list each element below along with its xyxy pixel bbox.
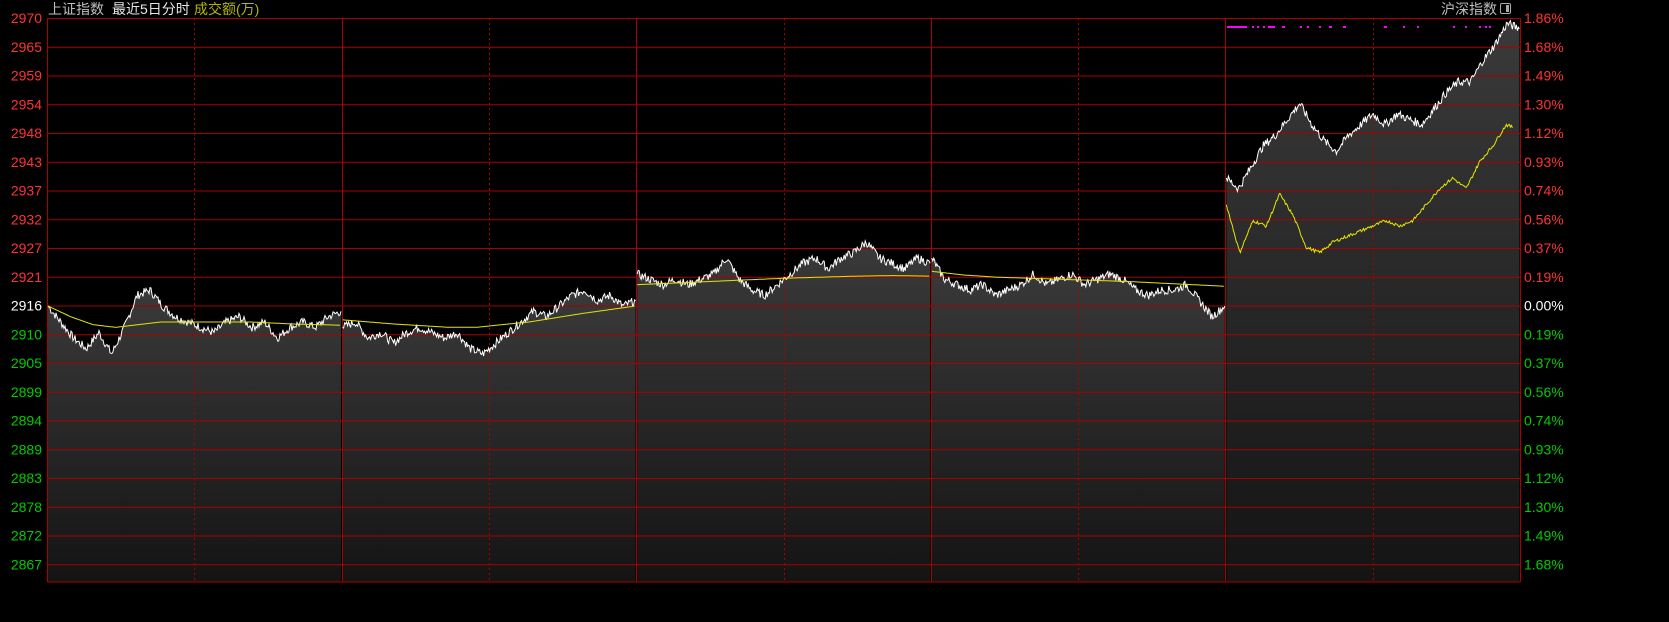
- y-tick-left: 2932: [11, 211, 42, 227]
- price-area-day-5: [1226, 20, 1520, 582]
- y-tick-left: 2965: [11, 39, 42, 55]
- avg-line-day-5: [1225, 123, 1513, 254]
- y-tick-left: 2889: [11, 441, 42, 457]
- y-tick-right: 1.30%: [1524, 96, 1564, 112]
- signal-marker: [1283, 26, 1285, 28]
- y-tick-right: 1.49%: [1524, 528, 1564, 544]
- signal-marker: [1319, 26, 1321, 28]
- signal-marker: [1330, 26, 1332, 28]
- y-tick-left: 2954: [11, 96, 42, 112]
- market-index-label[interactable]: 沪深指数: [1441, 1, 1497, 17]
- avg-line-day-2: [342, 305, 635, 328]
- signal-marker: [1489, 26, 1491, 28]
- signal-marker: [1252, 26, 1254, 28]
- signal-marker: [1465, 26, 1467, 28]
- signal-marker: [1453, 26, 1455, 28]
- price-area-day-3: [637, 240, 931, 582]
- y-tick-right: 0.56%: [1524, 211, 1564, 227]
- price-area-day-4: [931, 258, 1225, 582]
- y-tick-left: 2910: [11, 326, 42, 342]
- panel-toggle-icon[interactable]: [1500, 3, 1511, 14]
- y-tick-left: 2916: [11, 298, 42, 314]
- y-tick-right: 1.49%: [1524, 68, 1564, 84]
- period-label[interactable]: 最近5日分时: [112, 1, 190, 17]
- signal-marker: [1485, 26, 1487, 28]
- y-tick-left: 2943: [11, 154, 42, 170]
- avg-line-day-3: [637, 275, 930, 286]
- y-tick-left: 2970: [11, 10, 42, 26]
- y-tick-right: 1.12%: [1524, 470, 1564, 486]
- signal-marker: [1273, 26, 1275, 28]
- y-tick-left: 2872: [11, 528, 42, 544]
- price-line-day-5: [1225, 19, 1520, 194]
- y-tick-right: 0.37%: [1524, 240, 1564, 256]
- price-line-day-2: [342, 287, 636, 357]
- signal-marker: [1385, 26, 1387, 28]
- price-area-day-2: [342, 288, 636, 582]
- y-tick-left: 2948: [11, 125, 42, 141]
- y-tick-right: 0.93%: [1524, 154, 1564, 170]
- index-name: 上证指数: [48, 1, 104, 17]
- y-tick-left: 2899: [11, 384, 42, 400]
- y-tick-right: 1.68%: [1524, 556, 1564, 572]
- y-tick-left: 2905: [11, 355, 42, 371]
- y-tick-right: 0.93%: [1524, 441, 1564, 457]
- signal-marker: [1263, 26, 1265, 28]
- y-tick-left: 2937: [11, 183, 42, 199]
- y-tick-left: 2959: [11, 68, 42, 84]
- y-tick-left: 2867: [11, 556, 42, 572]
- signal-marker: [1245, 26, 1247, 28]
- y-tick-right: 0.19%: [1524, 269, 1564, 285]
- indicator-label[interactable]: 成交额(万): [194, 1, 260, 17]
- signal-marker: [1344, 26, 1346, 28]
- y-tick-right: 0.74%: [1524, 413, 1564, 429]
- y-tick-right: 1.30%: [1524, 499, 1564, 515]
- y-tick-right: 0.74%: [1524, 183, 1564, 199]
- signal-marker: [1300, 26, 1302, 28]
- y-tick-left: 2878: [11, 499, 42, 515]
- y-tick-left: 2883: [11, 470, 42, 486]
- y-tick-right: 0.37%: [1524, 355, 1564, 371]
- signal-marker: [1257, 26, 1259, 28]
- avg-line-day-1: [47, 305, 340, 328]
- y-tick-right: 0.56%: [1524, 384, 1564, 400]
- signal-marker: [1307, 26, 1309, 28]
- signal-marker: [1479, 26, 1481, 28]
- y-tick-right: 1.86%: [1524, 10, 1564, 26]
- signal-marker: [1417, 26, 1419, 28]
- y-tick-right: 0.19%: [1524, 326, 1564, 342]
- signal-marker: [1403, 26, 1405, 28]
- signal-marker: [1241, 26, 1243, 28]
- y-tick-left: 2921: [11, 269, 42, 285]
- y-tick-left: 2927: [11, 240, 42, 256]
- price-line-day-1: [47, 286, 342, 354]
- avg-line-day-4: [931, 270, 1224, 287]
- y-tick-right: 0.00%: [1524, 298, 1564, 314]
- y-tick-right: 1.68%: [1524, 39, 1564, 55]
- y-tick-left: 2894: [11, 413, 42, 429]
- y-tick-right: 1.12%: [1524, 125, 1564, 141]
